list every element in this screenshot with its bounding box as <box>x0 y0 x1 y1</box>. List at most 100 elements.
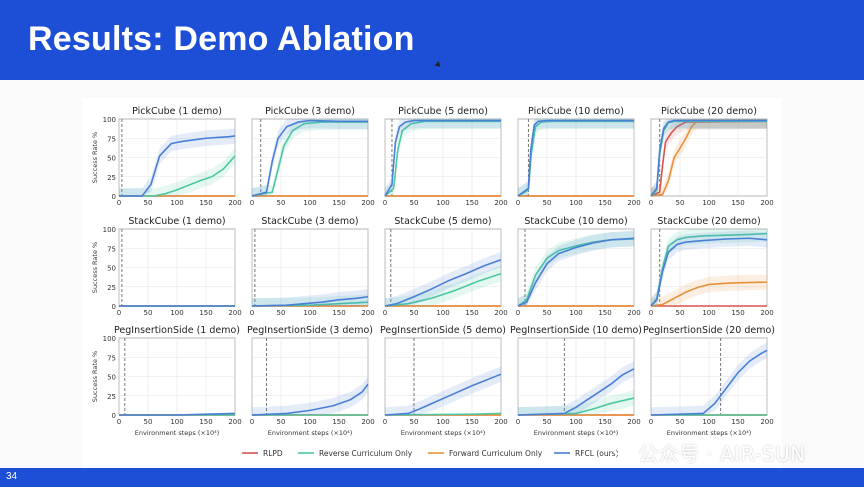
x-tick-label: 50 <box>144 199 153 207</box>
y-tick-label: 50 <box>107 265 116 273</box>
legend-label: RLPD <box>263 449 283 458</box>
series-line <box>384 259 502 307</box>
chart-panel: PickCube (1 demo) 0 25 50 75 100 Success Rate … <box>91 106 242 207</box>
x-tick-label: 150 <box>199 309 212 317</box>
x-axis-label: Environment steps (×10⁴) <box>268 429 352 437</box>
x-tick-label: 50 <box>410 309 419 317</box>
series-line <box>650 237 768 307</box>
x-tick-label: 200 <box>361 199 374 207</box>
y-tick-label: 50 <box>107 374 116 382</box>
chart-panel: PickCube (10 demo) 0 50 100 150 200 <box>516 106 641 207</box>
series-line <box>251 121 368 197</box>
x-tick-label: 100 <box>702 418 715 426</box>
x-tick-label: 150 <box>465 418 478 426</box>
x-tick-label: 100 <box>170 199 183 207</box>
chart-panel: StackCube (5 demo) 0 50 100 150 200 <box>383 216 508 317</box>
series-band <box>385 119 501 196</box>
x-tick-label: 200 <box>228 199 241 207</box>
y-tick-label: 100 <box>103 335 116 343</box>
x-tick-label: 50 <box>676 199 685 207</box>
series-band <box>518 230 634 306</box>
series-band <box>385 366 501 415</box>
series-line <box>384 272 502 307</box>
x-tick-label: 100 <box>436 309 449 317</box>
series-line <box>384 373 502 416</box>
slide-header: Results: Demo Ablation <box>0 0 864 80</box>
series-band <box>651 119 767 196</box>
legend-label: Reverse Curriculum Only <box>319 449 413 458</box>
y-tick-label: 100 <box>103 226 116 234</box>
x-tick-label: 0 <box>117 199 121 207</box>
series-band <box>518 119 634 196</box>
x-tick-label: 150 <box>332 199 345 207</box>
x-tick-label: 0 <box>383 418 387 426</box>
chart-title: StackCube (20 demo) <box>657 216 760 227</box>
x-tick-label: 50 <box>277 418 286 426</box>
y-tick-label: 50 <box>107 155 116 163</box>
x-tick-label: 150 <box>731 309 744 317</box>
y-tick-label: 0 <box>112 193 116 201</box>
chart-title: PegInsertionSide (20 demo) <box>643 325 775 336</box>
x-tick-label: 50 <box>543 199 552 207</box>
x-tick-label: 150 <box>731 418 744 426</box>
x-tick-label: 200 <box>361 418 374 426</box>
x-tick-label: 150 <box>598 418 611 426</box>
x-tick-label: 100 <box>702 309 715 317</box>
chart-panel: PegInsertionSide (20 demo) 0 50 100 150 200 En… <box>643 325 775 437</box>
series-band <box>119 128 235 196</box>
y-axis-label: Success Rate % <box>91 351 99 402</box>
x-tick-label: 100 <box>569 418 582 426</box>
x-tick-label: 150 <box>731 199 744 207</box>
x-tick-label: 200 <box>760 418 773 426</box>
x-tick-label: 0 <box>383 199 387 207</box>
x-tick-label: 0 <box>516 418 520 426</box>
x-tick-label: 50 <box>410 199 419 207</box>
watermark-text: 公众号 · AIR-SUN <box>638 442 806 466</box>
chart-panel: PegInsertionSide (3 demo) 0 50 100 150 200 Env… <box>247 325 375 437</box>
x-tick-label: 0 <box>516 309 520 317</box>
chart-title: PegInsertionSide (5 demo) <box>380 325 506 336</box>
x-tick-label: 0 <box>516 199 520 207</box>
chart-panel: StackCube (20 demo) 0 50 100 150 200 <box>649 216 774 317</box>
x-tick-label: 50 <box>676 418 685 426</box>
page-number: 34 <box>6 471 18 482</box>
x-axis-label: Environment steps (×10⁴) <box>135 429 219 437</box>
x-tick-label: 150 <box>465 309 478 317</box>
x-tick-label: 150 <box>332 309 345 317</box>
x-tick-label: 150 <box>199 199 212 207</box>
chart-title: StackCube (10 demo) <box>524 216 627 227</box>
series-band <box>252 119 368 196</box>
y-tick-label: 100 <box>103 116 116 124</box>
x-tick-label: 200 <box>494 199 507 207</box>
x-tick-label: 200 <box>627 199 640 207</box>
x-tick-label: 100 <box>436 199 449 207</box>
legend-label: Forward Curriculum Only <box>449 449 543 458</box>
series-line <box>119 135 236 197</box>
x-tick-label: 50 <box>543 418 552 426</box>
x-tick-label: 150 <box>332 418 345 426</box>
y-axis-label: Success Rate % <box>91 132 99 183</box>
x-tick-label: 100 <box>303 309 316 317</box>
y-tick-label: 75 <box>107 135 116 143</box>
series-band <box>651 230 767 306</box>
series-line <box>384 412 502 416</box>
y-tick-label: 0 <box>112 412 116 420</box>
x-tick-label: 200 <box>228 418 241 426</box>
x-tick-label: 50 <box>410 418 419 426</box>
series-band <box>518 119 634 196</box>
x-tick-label: 0 <box>250 418 254 426</box>
x-tick-label: 0 <box>250 309 254 317</box>
chart-panel: StackCube (3 demo) 0 50 100 150 200 <box>250 216 375 317</box>
x-tick-label: 100 <box>436 418 449 426</box>
x-tick-label: 150 <box>465 199 478 207</box>
x-tick-label: 50 <box>144 418 153 426</box>
x-tick-label: 50 <box>676 309 685 317</box>
chart-title: PickCube (5 demo) <box>398 106 488 117</box>
chart-title: PickCube (1 demo) <box>132 106 222 117</box>
chart-title: PegInsertionSide (10 demo) <box>510 325 642 336</box>
x-tick-label: 50 <box>144 309 153 317</box>
series-line <box>251 119 368 197</box>
series-line <box>517 368 635 416</box>
ablation-figure: PickCube (1 demo) 0 25 50 75 100 Success Rate … <box>82 98 782 468</box>
x-tick-label: 0 <box>117 418 121 426</box>
